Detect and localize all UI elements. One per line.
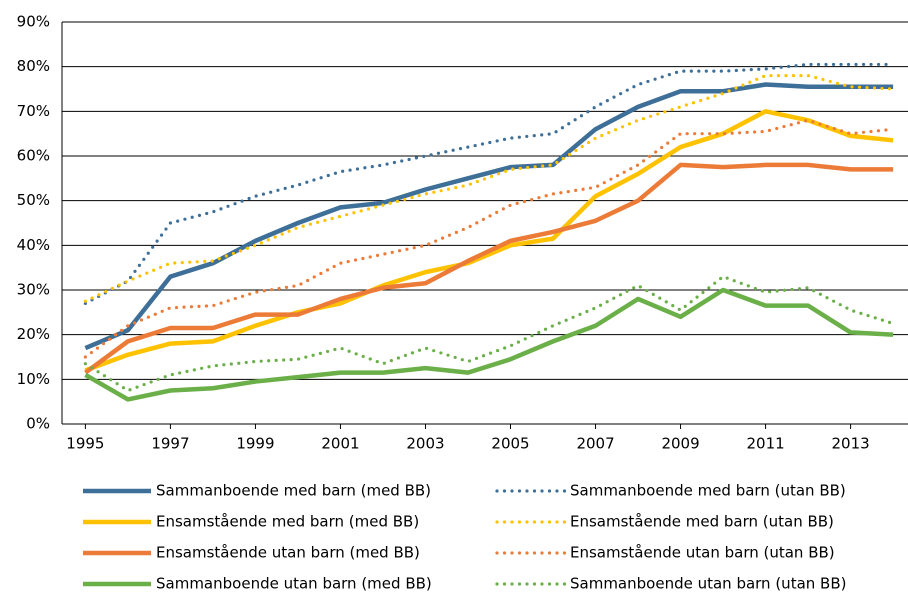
x-tick-label: 1995 — [66, 435, 104, 453]
y-tick-label: 40% — [17, 236, 50, 254]
y-tick-label: 50% — [17, 191, 50, 209]
x-tick-label: 2007 — [576, 435, 614, 453]
series-line — [83, 118, 895, 359]
x-tick-label: 2011 — [746, 435, 784, 453]
y-tick-label: 70% — [17, 102, 50, 120]
y-tick-label: 80% — [17, 57, 50, 75]
y-tick-label: 0% — [26, 415, 50, 433]
x-tick-label: 2009 — [661, 435, 699, 453]
y-tick-label: 60% — [17, 147, 50, 165]
x-tick-label: 2003 — [406, 435, 444, 453]
y-tick-label: 20% — [17, 325, 50, 343]
series-line — [83, 62, 895, 305]
x-tick-label: 1997 — [151, 435, 189, 453]
legend-label: Ensamstående utan barn (utan BB) — [570, 544, 835, 562]
series-line — [83, 74, 895, 303]
x-tick-label: 2013 — [832, 435, 870, 453]
x-tick-label: 2001 — [321, 435, 359, 453]
series-line — [84, 109, 894, 373]
x-tick-label: 2005 — [491, 435, 529, 453]
y-tick-label: 90% — [17, 13, 50, 31]
legend-label: Ensamstående med barn (utan BB) — [570, 513, 834, 531]
legend-label: Sammanboende med barn (utan BB) — [570, 482, 846, 500]
y-tick-label: 30% — [17, 281, 50, 299]
legend-label: Ensamstående utan barn (med BB) — [156, 544, 420, 562]
x-tick-label: 1999 — [236, 435, 274, 453]
legend-label: Sammanboende utan barn (utan BB) — [570, 575, 846, 593]
legend-label: Ensamstående med barn (med BB) — [156, 513, 419, 531]
series-line — [84, 287, 894, 402]
legend-label: Sammanboende med barn (med BB) — [156, 482, 431, 500]
legend-label: Sammanboende utan barn (med BB) — [156, 575, 432, 593]
series-line — [83, 274, 895, 393]
series-line — [84, 162, 894, 375]
y-tick-label: 10% — [17, 370, 50, 388]
